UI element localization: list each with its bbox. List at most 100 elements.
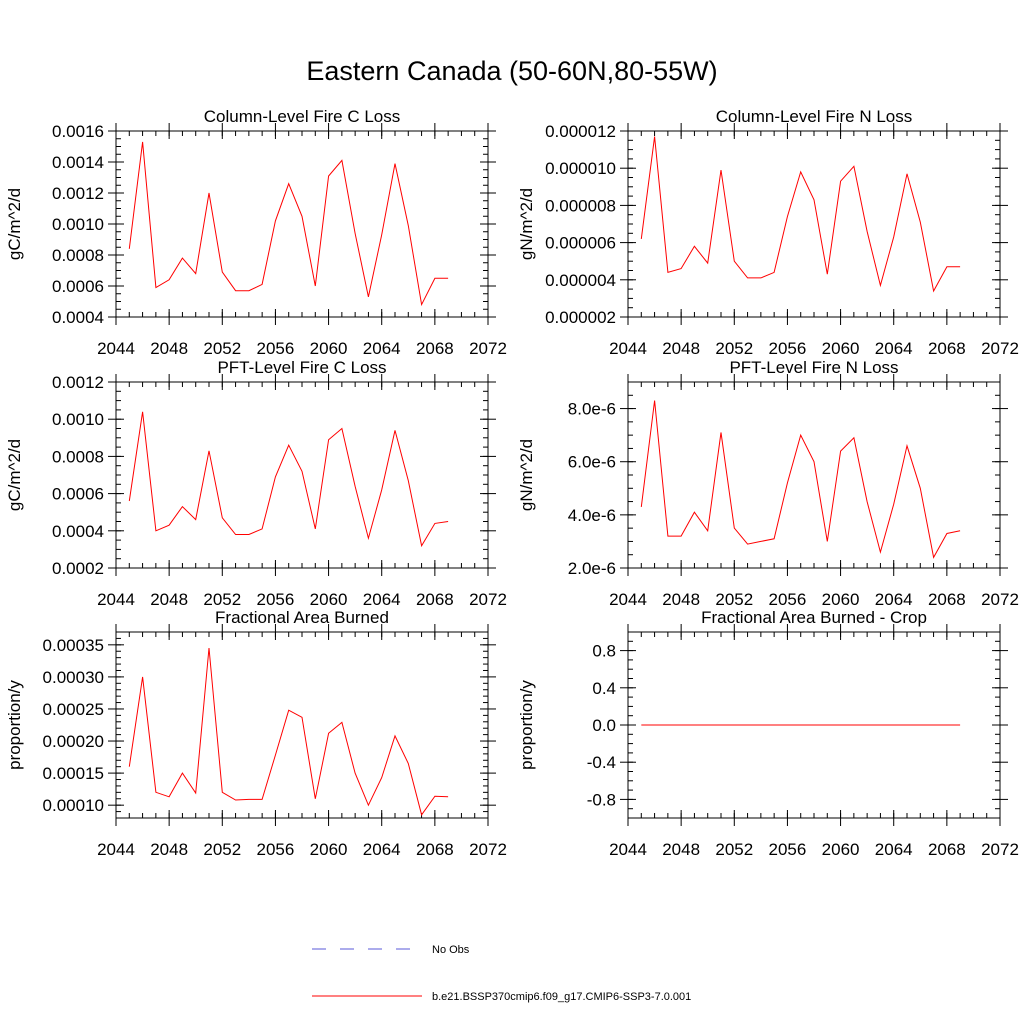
y-tick-label: 0.4 [592, 679, 616, 698]
x-tick-label: 2072 [981, 840, 1019, 859]
y-tick-label: -0.8 [587, 790, 616, 809]
y-tick-label: -0.4 [587, 753, 616, 772]
x-tick-label: 2060 [310, 339, 348, 358]
y-tick-label: 0.0006 [52, 277, 104, 296]
x-tick-label: 2044 [609, 590, 647, 609]
x-tick-label: 2056 [257, 339, 295, 358]
panel-title: Column-Level Fire C Loss [204, 107, 401, 126]
panel-title: Column-Level Fire N Loss [716, 107, 913, 126]
x-tick-label: 2056 [257, 590, 295, 609]
y-axis-label: gN/m^2/d [517, 439, 536, 511]
x-tick-label: 2048 [150, 339, 188, 358]
x-tick-label: 2064 [363, 339, 401, 358]
series-line [128, 141, 449, 307]
x-tick-label: 2068 [416, 339, 454, 358]
x-tick-label: 2072 [469, 590, 507, 609]
y-tick-label: 0.00025 [43, 700, 104, 719]
chart-panel: PFT-Level Fire C Loss gC/m^2/d 2044 2048 205… [5, 358, 507, 609]
y-axis-label: proportion/y [517, 680, 536, 770]
x-tick-label: 2064 [363, 590, 401, 609]
x-tick-label: 2072 [469, 840, 507, 859]
y-tick-label: 0.0008 [52, 447, 104, 466]
plot-frame [115, 381, 489, 569]
x-tick-label: 2072 [981, 590, 1019, 609]
y-tick-label: 0.0 [592, 716, 616, 735]
x-tick-label: 2052 [715, 339, 753, 358]
x-tick-label: 2044 [97, 840, 135, 859]
y-tick-label: 0.000004 [545, 271, 616, 290]
y-tick-label: 0.00035 [43, 636, 104, 655]
y-tick-label: 0.0010 [52, 410, 104, 429]
legend: No Obs b.e21.BSSP370cmip6.f09_g17.CMIP6-… [312, 944, 691, 1003]
y-tick-label: 6.0e-6 [568, 453, 616, 472]
y-tick-label: 2.0e-6 [568, 559, 616, 578]
x-tick-label: 2064 [363, 840, 401, 859]
y-tick-label: 0.000010 [545, 159, 616, 178]
y-tick-label: 0.0014 [52, 153, 104, 172]
x-tick-label: 2048 [662, 339, 700, 358]
y-tick-label: 0.0006 [52, 485, 104, 504]
chart-panel: Fractional Area Burned - Crop proportion/… [517, 608, 1019, 859]
plot-frame [115, 130, 489, 318]
y-tick-label: 0.0010 [52, 215, 104, 234]
x-tick-label: 2048 [150, 840, 188, 859]
x-tick-label: 2056 [769, 840, 807, 859]
figure-title: Eastern Canada (50-60N,80-55W) [306, 56, 718, 86]
y-tick-label: 0.0002 [52, 559, 104, 578]
legend-label-model: b.e21.BSSP370cmip6.f09_g17.CMIP6-SSP3-7.… [432, 991, 691, 1003]
chart-panel: Column-Level Fire N Loss gN/m^2/d 2044 2048… [517, 107, 1019, 358]
x-tick-label: 2048 [662, 590, 700, 609]
x-tick-label: 2064 [875, 840, 913, 859]
series-line [128, 647, 449, 816]
y-tick-label: 0.00020 [43, 732, 104, 751]
x-tick-label: 2044 [609, 840, 647, 859]
series-line [128, 411, 449, 548]
plot-frame [115, 631, 489, 819]
y-tick-label: 0.0012 [52, 373, 104, 392]
x-tick-label: 2048 [150, 590, 188, 609]
x-tick-label: 2044 [97, 590, 135, 609]
y-tick-label: 0.000008 [545, 196, 616, 215]
x-tick-label: 2060 [822, 590, 860, 609]
y-tick-label: 0.8 [592, 642, 616, 661]
y-tick-label: 0.00010 [43, 796, 104, 815]
panel-title: PFT-Level Fire C Loss [217, 358, 386, 377]
x-tick-label: 2052 [203, 339, 241, 358]
legend-label-no-obs: No Obs [432, 944, 470, 956]
x-tick-label: 2064 [875, 339, 913, 358]
plot-frame [627, 381, 1001, 569]
y-tick-label: 0.0016 [52, 122, 104, 141]
x-tick-label: 2048 [662, 840, 700, 859]
chart-panel: Column-Level Fire C Loss gC/m^2/d 2044 2048… [5, 107, 507, 358]
plot-frame [627, 130, 1001, 318]
y-tick-label: 0.0008 [52, 246, 104, 265]
series-line [640, 136, 961, 293]
y-tick-label: 0.00030 [43, 668, 104, 687]
y-tick-label: 0.000006 [545, 234, 616, 253]
x-tick-label: 2068 [416, 840, 454, 859]
chart-panel: Fractional Area Burned proportion/y 2044 20… [5, 608, 507, 859]
x-tick-label: 2068 [928, 590, 966, 609]
y-tick-label: 0.000012 [545, 122, 616, 141]
x-tick-label: 2068 [416, 590, 454, 609]
panel-title: Fractional Area Burned - Crop [701, 608, 927, 627]
y-axis-label: gC/m^2/d [5, 188, 24, 260]
y-axis-label: proportion/y [5, 680, 24, 770]
y-axis-label: gC/m^2/d [5, 439, 24, 511]
y-tick-label: 0.00015 [43, 764, 104, 783]
x-tick-label: 2052 [203, 840, 241, 859]
x-tick-label: 2056 [257, 840, 295, 859]
y-tick-label: 0.0004 [52, 308, 104, 327]
series-line [640, 400, 961, 559]
x-tick-label: 2056 [769, 339, 807, 358]
x-tick-label: 2052 [715, 590, 753, 609]
panel-title: PFT-Level Fire N Loss [729, 358, 898, 377]
x-tick-label: 2060 [310, 840, 348, 859]
x-tick-label: 2072 [981, 339, 1019, 358]
x-tick-label: 2072 [469, 339, 507, 358]
x-tick-label: 2064 [875, 590, 913, 609]
x-tick-label: 2056 [769, 590, 807, 609]
y-tick-label: 0.000002 [545, 308, 616, 327]
x-tick-label: 2044 [97, 339, 135, 358]
x-tick-label: 2068 [928, 840, 966, 859]
